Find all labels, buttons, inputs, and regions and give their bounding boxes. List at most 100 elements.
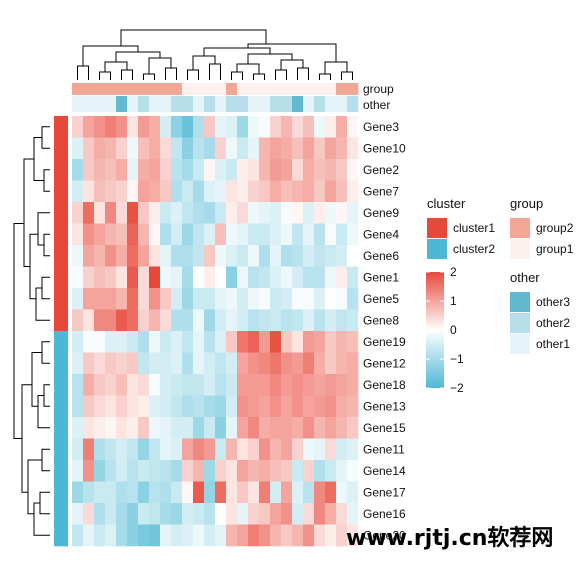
annotation-label: group xyxy=(363,82,394,96)
heatmap-cell xyxy=(259,202,271,224)
heatmap-cell xyxy=(160,180,172,203)
heatmap-cell xyxy=(281,137,293,160)
heatmap-cell xyxy=(116,223,128,246)
heatmap-cell xyxy=(314,331,326,353)
other-annotation-cell xyxy=(193,96,205,112)
heatmap-cell xyxy=(94,137,106,160)
row-cluster-cell xyxy=(54,223,68,246)
heatmap-cell xyxy=(303,524,315,547)
heatmap-cell xyxy=(248,288,260,310)
heatmap-cell xyxy=(138,395,150,418)
row-cluster-cell xyxy=(54,180,68,203)
row-label: Gene1 xyxy=(363,270,399,284)
row-cluster-cell xyxy=(54,309,68,332)
heatmap-cell xyxy=(226,245,238,267)
heatmap-cell xyxy=(303,503,315,525)
other-annotation-cell xyxy=(226,96,238,112)
dendrogram-link xyxy=(120,29,267,46)
heatmap-cell xyxy=(138,309,150,332)
heatmap-cell xyxy=(116,331,128,353)
heatmap-cell xyxy=(83,309,95,332)
heatmap-cell xyxy=(193,245,205,267)
heatmap-cell xyxy=(116,395,128,418)
heatmap-cell xyxy=(248,352,260,375)
heatmap-cell xyxy=(116,116,128,138)
heatmap-cell xyxy=(127,524,139,547)
heatmap-cell xyxy=(281,417,293,439)
group-annotation-cell xyxy=(270,83,282,95)
heatmap-cell xyxy=(204,245,216,267)
heatmap-cell xyxy=(105,481,117,504)
heatmap-cell xyxy=(215,417,227,439)
heatmap-cell xyxy=(149,503,161,525)
other-annotation-cell xyxy=(83,96,95,112)
heatmap-cell xyxy=(215,223,227,246)
group-annotation-cell xyxy=(138,83,150,95)
heatmap-cell xyxy=(336,202,348,224)
heatmap-cell xyxy=(83,116,95,138)
heatmap-cell xyxy=(182,395,194,418)
row-cluster-cell xyxy=(54,460,68,482)
heatmap-cell xyxy=(259,481,271,504)
other-annotation-cell xyxy=(215,96,227,112)
heatmap-cell xyxy=(149,309,161,332)
heatmap-cell xyxy=(215,137,227,160)
heatmap-cell xyxy=(259,223,271,246)
heatmap-cell xyxy=(325,159,337,181)
heatmap-cell xyxy=(215,159,227,181)
heatmap-cell xyxy=(116,417,128,439)
row-cluster-cell xyxy=(54,245,68,267)
heatmap-cell xyxy=(314,288,326,310)
heatmap-cell xyxy=(72,460,84,482)
color-scale-tick-label: 2 xyxy=(450,265,457,279)
heatmap-cell xyxy=(149,266,161,289)
heatmap-cell xyxy=(105,524,117,547)
heatmap-cell xyxy=(226,288,238,310)
heatmap-cell xyxy=(237,266,249,289)
heatmap-cell xyxy=(182,352,194,375)
heatmap-cell xyxy=(193,202,205,224)
row-cluster-cell xyxy=(54,137,68,160)
heatmap-cell xyxy=(336,481,348,504)
legend-swatch xyxy=(510,313,530,333)
heatmap-cell xyxy=(248,309,260,332)
other-annotation-cell xyxy=(105,96,117,112)
heatmap-cell xyxy=(336,159,348,181)
heatmap-cell xyxy=(193,481,205,504)
row-dendrogram xyxy=(13,126,50,536)
heatmap-cell xyxy=(314,137,326,160)
heatmap-cell xyxy=(314,245,326,267)
dendrogram-link xyxy=(41,448,50,472)
heatmap-cell xyxy=(204,417,216,439)
heatmap-cell xyxy=(259,180,271,203)
heatmap-cell xyxy=(259,374,271,396)
heatmap-cell xyxy=(281,116,293,138)
other-annotation-cell xyxy=(347,96,359,112)
heatmap-cell xyxy=(314,309,326,332)
heatmap-cell xyxy=(237,374,249,396)
group-annotation-cell xyxy=(171,83,183,95)
heatmap-cell xyxy=(314,180,326,203)
heatmap-cell xyxy=(237,395,249,418)
heatmap-cell xyxy=(270,223,282,246)
heatmap-cell xyxy=(171,180,183,203)
heatmap-cell xyxy=(204,438,216,461)
heatmap-cell xyxy=(116,137,128,160)
heatmap-cell xyxy=(226,395,238,418)
color-scale-tick-label: 0 xyxy=(450,323,457,337)
heatmap-cell xyxy=(292,331,304,353)
heatmap-cell xyxy=(116,481,128,504)
heatmap-cell xyxy=(248,417,260,439)
heatmap-cell xyxy=(72,159,84,181)
heatmap-cell xyxy=(94,180,106,203)
heatmap-cell xyxy=(127,223,139,246)
heatmap-cell xyxy=(127,180,139,203)
heatmap-cell xyxy=(303,481,315,504)
heatmap-cell xyxy=(94,524,106,547)
heatmap-cell xyxy=(314,524,326,547)
other-annotation-cell xyxy=(127,96,139,112)
heatmap-cell xyxy=(138,223,150,246)
heatmap-cell xyxy=(281,395,293,418)
heatmap-cell xyxy=(259,331,271,353)
heatmap-cell xyxy=(182,374,194,396)
